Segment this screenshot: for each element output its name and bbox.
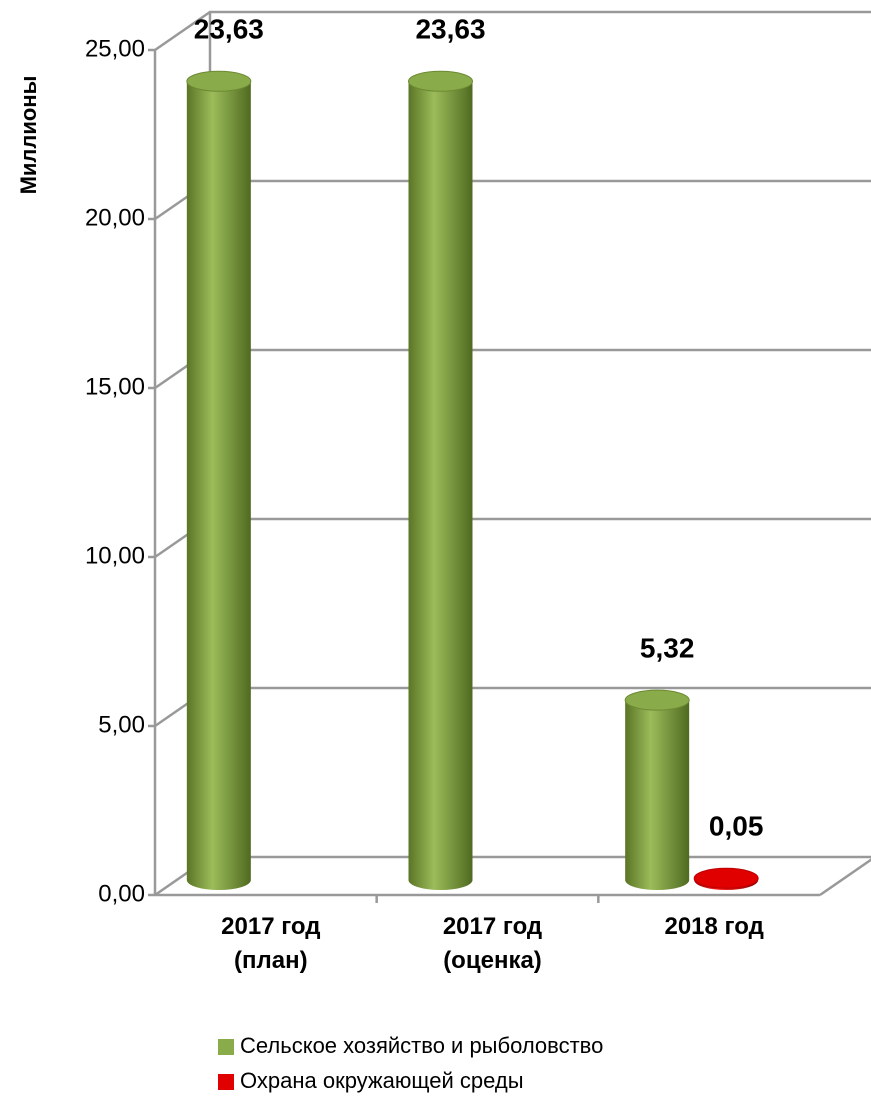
bar-body [186, 81, 251, 890]
floor-right [819, 858, 871, 897]
bar-body [625, 700, 690, 890]
x-tick-label: 2018 год [664, 913, 764, 940]
bar-top [693, 867, 759, 889]
grid-line [154, 855, 871, 897]
legend-label: Охрана окружающей среды [240, 1068, 524, 1093]
data-label: 23,63 [194, 14, 264, 45]
data-label: 0,05 [709, 811, 764, 842]
legend-swatch [218, 1074, 234, 1090]
data-label: 5,32 [640, 633, 695, 664]
x-tick-label: 2017 год (оценка) [442, 913, 543, 974]
grid-line [154, 686, 871, 728]
bar [408, 70, 473, 890]
y-tick-label: 25,00 [85, 35, 145, 62]
legend-swatch [218, 1039, 234, 1055]
grid-line [154, 10, 871, 52]
data-label: 23,63 [415, 14, 485, 45]
y-tick-label: 5,00 [98, 711, 145, 738]
bar-top [408, 70, 473, 92]
y-tick-label: 20,00 [85, 204, 145, 231]
grid-line [154, 517, 871, 559]
y-tick-label: 10,00 [85, 542, 145, 569]
bar [624, 689, 690, 890]
grid-line [154, 179, 871, 221]
grid-line [154, 348, 871, 390]
legend-label: Сельское хозяйство и рыболовство [240, 1033, 603, 1058]
y-axis-title: Миллионы [16, 76, 41, 195]
bar-top [624, 689, 690, 711]
bar-body [408, 81, 473, 890]
y-tick-label: 0,00 [98, 880, 145, 907]
x-tick-label: 2017 год (план) [221, 913, 321, 974]
bar-top [186, 70, 252, 92]
y-tick-label: 15,00 [85, 373, 145, 400]
bar [693, 867, 759, 890]
bar [186, 70, 252, 890]
